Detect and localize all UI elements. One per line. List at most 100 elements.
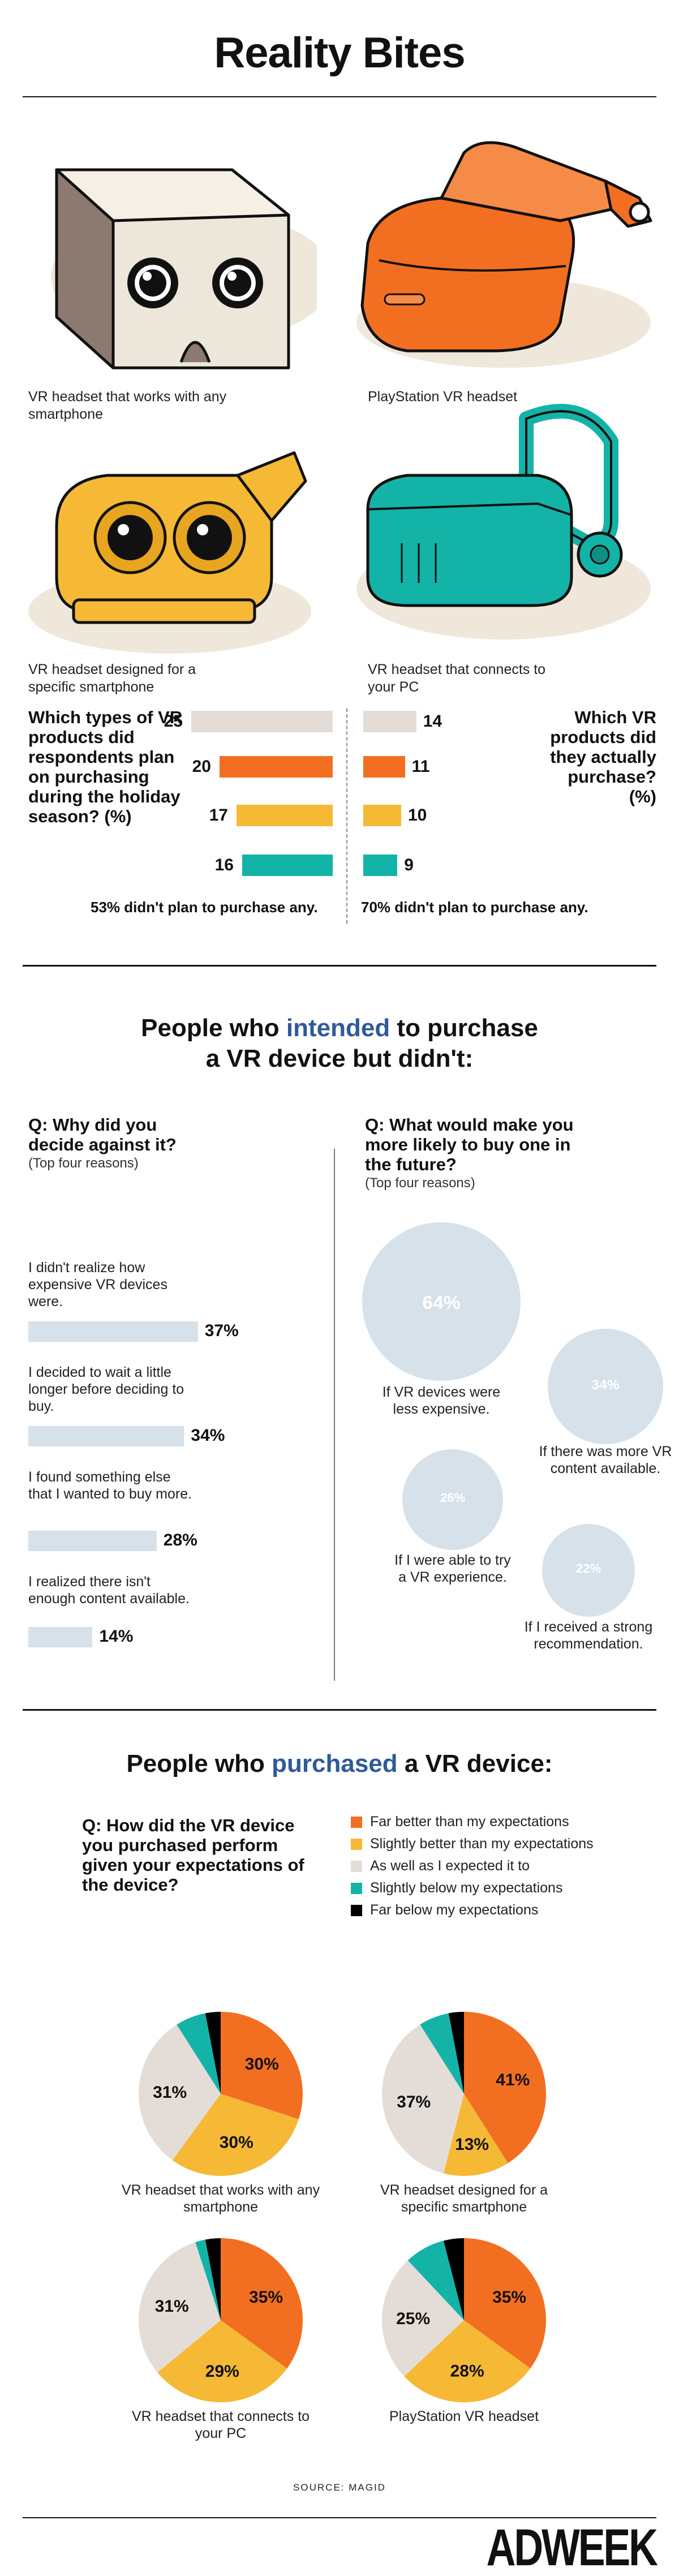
plan-bar-value: 17 <box>209 806 228 825</box>
future-question-title: Q: What would make you more likely to bu… <box>365 1115 574 1174</box>
section2-title-highlight: intended <box>286 1014 390 1042</box>
adweek-logo: ADWEEK <box>486 2519 658 2576</box>
reason-bar <box>28 1531 157 1551</box>
reason-text: I decided to wait a little longer before… <box>28 1364 184 1414</box>
section2-title-line2: a VR device but didn't: <box>205 1045 474 1072</box>
legend-label: Far below my expectations <box>370 1902 539 1918</box>
rift-icon <box>356 403 651 639</box>
future-bubble-pct: 26% <box>440 1491 466 1505</box>
why-question-sub: (Top four reasons) <box>28 1156 139 1171</box>
cardboard-icon <box>51 168 334 370</box>
future-bubble <box>547 1328 664 1445</box>
section2-title-pre: People who <box>141 1014 286 1042</box>
bought-bar <box>363 805 401 826</box>
device-caption-cardboard: VR headset that works with any smartphon… <box>28 389 227 422</box>
future-bubble-caption: If I were able to try a VR experience. <box>394 1552 511 1585</box>
future-bubble-caption: If there was more VR content available. <box>539 1444 672 1476</box>
plan-bar-value: 25 <box>164 712 183 731</box>
pie-slice <box>448 2012 464 2094</box>
plan-bar <box>237 805 333 826</box>
device-caption-specific: VR headset designed for a specific smart… <box>28 662 196 695</box>
legend-label: As well as I expected it to <box>370 1858 530 1874</box>
section2-title: People who intended to purchase a VR dev… <box>0 1013 679 1074</box>
pie-chart: 41% 13% 37% <box>382 2012 546 2176</box>
pie-slice-label: 35% <box>492 2288 526 2307</box>
future-bubble <box>542 1523 635 1617</box>
legend-swatch <box>351 1816 362 1828</box>
bought-bar-value: 9 <box>404 856 414 874</box>
plan-bar <box>220 756 333 778</box>
pie-chart: 35% 29% 31% <box>138 2238 303 2402</box>
bought-bar <box>363 855 398 876</box>
pie-slice <box>172 2094 299 2176</box>
psvr-illustration <box>345 136 662 373</box>
section3-title-pre: People who <box>126 1750 272 1778</box>
pie-chart: 35% 28% 25% <box>382 2238 546 2402</box>
reason-pct: 34% <box>191 1426 225 1445</box>
title-divider <box>23 96 656 97</box>
pie-slice-label: 31% <box>155 2297 189 2316</box>
rift-illustration <box>345 396 662 645</box>
performance-question: Q: How did the VR device you purchased p… <box>82 1815 304 1895</box>
future-bubble-pct: 64% <box>422 1293 461 1313</box>
legend-item: Slightly below my expectations <box>351 1880 562 1896</box>
future-bubble <box>402 1449 504 1551</box>
future-question: Q: What would make you more likely to bu… <box>365 1115 580 1191</box>
legend-swatch <box>351 1882 362 1894</box>
reason-pct: 37% <box>204 1321 239 1340</box>
future-bubble-pct: 34% <box>591 1377 620 1393</box>
section3-title: People who purchased a VR device: <box>0 1749 679 1779</box>
reason-text: I realized there isn't enough content av… <box>28 1574 190 1607</box>
bought-bar <box>363 711 416 732</box>
section2-divider <box>334 1149 335 1681</box>
footer-divider <box>23 2517 656 2518</box>
legend-item: Far below my expectations <box>351 1902 538 1918</box>
pie-slice <box>443 2238 464 2320</box>
future-bubble-caption: If VR devices were less expensive. <box>382 1384 501 1417</box>
pie-caption: VR headset that connects to your PC <box>131 2408 310 2441</box>
future-bubble-pct: 22% <box>575 1561 601 1575</box>
device-caption-rift: VR headset that connects to your PC <box>368 662 546 695</box>
reason-bar <box>28 1627 93 1647</box>
section2-title-post: to purchase <box>390 1014 538 1042</box>
pie-slice-label: 25% <box>396 2309 430 2328</box>
pie-slice-label: 37% <box>397 2093 431 2111</box>
pie-slice-label: 31% <box>153 2083 187 2102</box>
reason-text: I found something else that I wanted to … <box>28 1469 192 1502</box>
legend-item: As well as I expected it to <box>351 1858 530 1874</box>
bars-divider <box>346 709 347 924</box>
pie-slice <box>221 2238 303 2369</box>
pie-chart: 30% 30% 31% <box>138 2012 303 2176</box>
psvr-icon <box>356 141 652 368</box>
section-divider-2 <box>23 1709 656 1711</box>
reason-pct: 28% <box>163 1531 197 1549</box>
pie-slice <box>157 2320 287 2402</box>
pie-slice <box>195 2239 221 2320</box>
pie-caption: VR headset that works with any smartphon… <box>121 2182 320 2215</box>
source-note: SOURCE: MAGID <box>293 2482 386 2493</box>
legend-swatch <box>351 1860 362 1872</box>
pie-slice <box>138 2024 221 2161</box>
bought-question: Which VR products did they actually purc… <box>550 707 656 806</box>
page-title: Reality Bites <box>214 29 465 77</box>
section3-title-post: a VR device: <box>397 1750 553 1778</box>
pie-caption: PlayStation VR headset <box>389 2408 539 2424</box>
legend-swatch <box>351 1838 362 1850</box>
legend-label: Slightly below my expectations <box>370 1880 563 1896</box>
legend-label: Slightly better than my expectations <box>370 1836 594 1852</box>
pie-slice-label: 13% <box>455 2135 489 2154</box>
pie-slice <box>138 2242 221 2373</box>
legend-item: Far better than my expectations <box>351 1814 569 1830</box>
future-bubble-caption: If I received a strong recommendation. <box>524 1619 653 1652</box>
legend-swatch <box>351 1904 362 1916</box>
bought-note: 70% didn't plan to purchase any. <box>361 899 588 916</box>
plan-bar <box>242 855 333 876</box>
bought-bar <box>363 756 405 778</box>
bought-bar-value: 14 <box>423 712 442 731</box>
plan-note: 53% didn't plan to purchase any. <box>91 899 318 916</box>
section3-title-highlight: purchased <box>272 1750 398 1778</box>
section-divider-1 <box>23 965 656 967</box>
pie-slice-label: 30% <box>245 2055 279 2073</box>
pie-slice-label: 28% <box>450 2362 484 2381</box>
pie-slice <box>205 2238 221 2320</box>
